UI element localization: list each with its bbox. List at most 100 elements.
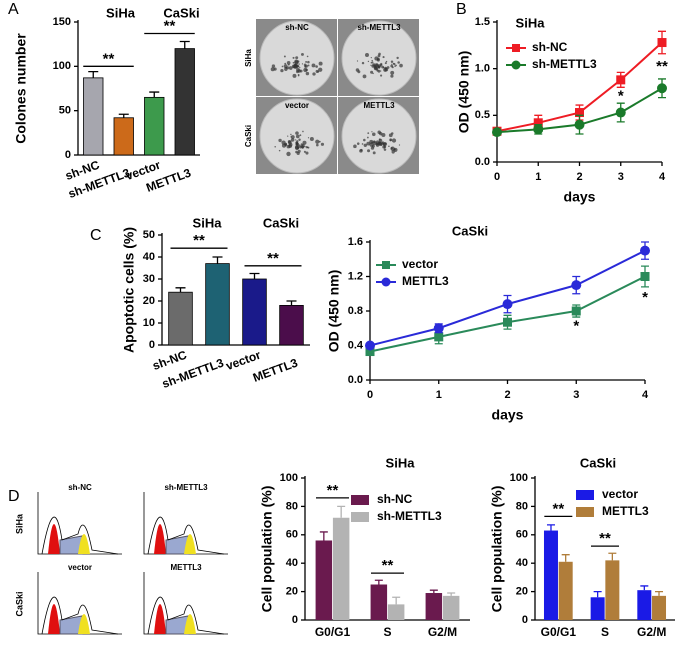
bar: [279, 304, 304, 346]
colony: [377, 141, 381, 144]
colony: [295, 134, 300, 139]
colony: [357, 70, 361, 74]
colony: [356, 142, 360, 145]
colony: [375, 67, 379, 71]
group-label: SiHa: [193, 215, 223, 230]
error-bar: [608, 552, 617, 561]
bar: [205, 263, 230, 346]
colony: [302, 130, 304, 133]
image-row-label: CaSki: [244, 125, 253, 147]
colony: [305, 60, 308, 63]
colony: [295, 64, 299, 68]
colony: [288, 66, 293, 70]
marker: [433, 323, 444, 334]
panel-label: B: [456, 1, 467, 18]
colony: [292, 73, 297, 78]
colony: [382, 145, 386, 149]
colony: [287, 140, 292, 145]
x-tick-label: G0/G1: [315, 625, 351, 639]
colony: [295, 142, 299, 146]
x-tick-label: 1: [535, 171, 541, 183]
colony: [369, 142, 374, 147]
y-tick-label: 80: [516, 500, 528, 512]
error-bar: [212, 256, 223, 264]
annotation: **: [382, 557, 394, 574]
colony: [370, 70, 374, 74]
image-label: vector: [68, 563, 92, 572]
y-axis-label: Cell population (%): [259, 486, 275, 613]
marker: [574, 119, 585, 130]
colony: [294, 145, 300, 151]
bar: [113, 117, 134, 156]
colony: [361, 61, 365, 65]
bar: [543, 530, 558, 620]
colony: [372, 140, 376, 144]
x-tick-label: 3: [618, 171, 624, 183]
colony: [301, 63, 304, 65]
colony: [390, 74, 394, 78]
panel-label: D: [8, 488, 20, 505]
marker: [616, 75, 626, 85]
legend-label: vector: [602, 487, 638, 501]
y-tick-label: 60: [286, 529, 298, 541]
colony: [361, 143, 364, 145]
marker: [640, 272, 650, 281]
colony: [396, 56, 399, 60]
y-tick-label: 1.6: [348, 236, 363, 248]
bar: [425, 593, 443, 620]
histogram: [147, 516, 225, 555]
y-tick-label: 100: [53, 60, 71, 72]
group-label: CaSki: [263, 215, 299, 230]
colony: [307, 64, 310, 67]
colony: [304, 64, 308, 68]
x-tick-label: S: [383, 625, 391, 639]
colony: [353, 144, 357, 149]
colony: [300, 52, 304, 56]
colony: [372, 132, 376, 137]
colony: [286, 144, 291, 149]
error-bar: [546, 524, 555, 531]
y-tick-label: 0.0: [475, 156, 490, 168]
colony: [370, 146, 375, 150]
x-tick-label: 2: [576, 171, 582, 183]
bar: [83, 77, 104, 156]
legend-label: sh-NC: [377, 492, 413, 506]
y-tick-label: 50: [59, 105, 71, 117]
marker: [657, 83, 667, 94]
colony: [384, 62, 387, 65]
bar: [370, 584, 388, 620]
colony: [294, 59, 299, 64]
colony: [280, 69, 284, 73]
legend-marker: [512, 44, 520, 52]
g1-peak: [154, 604, 166, 634]
image-label: sh-METTL3: [357, 23, 401, 32]
legend-marker: [511, 60, 521, 70]
colony: [370, 64, 372, 66]
image-row-label: CaSki: [14, 591, 24, 616]
marker: [640, 245, 650, 256]
panel-label: C: [90, 227, 102, 244]
image-label: METTL3: [170, 563, 202, 572]
colony: [284, 67, 288, 72]
y-tick-label: 20: [286, 586, 298, 598]
error-bar: [593, 590, 602, 598]
error-bar: [319, 531, 328, 541]
annotation: *: [618, 88, 624, 105]
colony: [367, 60, 370, 63]
colony: [379, 74, 383, 77]
bar: [144, 96, 165, 156]
legend-label: sh-METTL3: [532, 57, 597, 71]
colony: [391, 63, 393, 65]
colony: [270, 67, 275, 72]
g2-peak: [78, 534, 90, 554]
colony: [290, 136, 292, 138]
error-bar: [149, 91, 160, 98]
colony: [382, 56, 385, 59]
bar: [315, 540, 333, 620]
y-tick-label: 150: [53, 16, 71, 28]
s-phase: [59, 615, 83, 635]
legend-swatch: [576, 507, 594, 517]
image-label: vector: [285, 101, 309, 110]
image-label: METTL3: [363, 101, 395, 110]
